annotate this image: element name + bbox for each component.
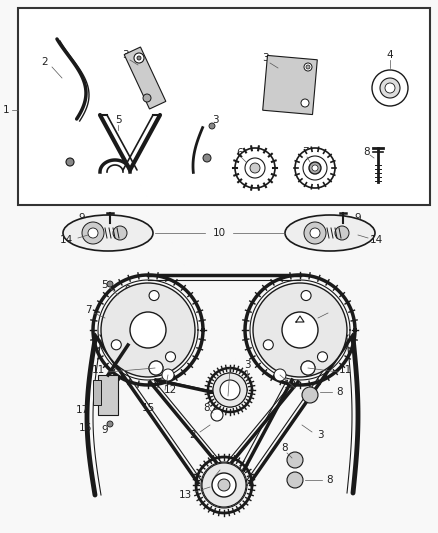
- Text: 7: 7: [85, 305, 91, 315]
- Circle shape: [162, 369, 174, 381]
- Circle shape: [220, 380, 240, 400]
- Circle shape: [295, 148, 335, 188]
- Circle shape: [306, 65, 310, 69]
- Text: 5: 5: [115, 115, 121, 125]
- Bar: [18, 8, 430, 205]
- Text: 15: 15: [141, 403, 155, 413]
- Text: 3: 3: [317, 430, 323, 440]
- Text: 18: 18: [215, 387, 229, 397]
- Text: 7: 7: [332, 305, 338, 315]
- Text: 4: 4: [387, 50, 393, 60]
- Circle shape: [301, 290, 311, 301]
- Text: 8: 8: [337, 387, 343, 397]
- Circle shape: [303, 156, 327, 180]
- Circle shape: [301, 361, 315, 375]
- Circle shape: [82, 222, 104, 244]
- Text: 1: 1: [3, 105, 9, 115]
- Circle shape: [318, 352, 328, 362]
- Text: 9: 9: [125, 285, 131, 295]
- Circle shape: [287, 452, 303, 468]
- Text: 11: 11: [92, 365, 105, 375]
- Circle shape: [304, 222, 326, 244]
- Circle shape: [335, 226, 349, 240]
- Text: 13: 13: [178, 490, 192, 500]
- Circle shape: [111, 340, 121, 350]
- Text: 14: 14: [369, 235, 383, 245]
- Text: 9: 9: [102, 425, 108, 435]
- Circle shape: [310, 228, 320, 238]
- Circle shape: [385, 83, 395, 93]
- Circle shape: [245, 158, 265, 178]
- Text: 3: 3: [122, 50, 128, 60]
- Polygon shape: [124, 47, 166, 109]
- Bar: [98, 375, 118, 415]
- Circle shape: [149, 290, 159, 301]
- Circle shape: [302, 387, 318, 403]
- Circle shape: [309, 162, 321, 174]
- Circle shape: [250, 163, 260, 173]
- Text: 12: 12: [163, 385, 177, 395]
- Circle shape: [113, 226, 127, 240]
- Circle shape: [304, 63, 312, 71]
- Circle shape: [88, 228, 98, 238]
- Circle shape: [212, 473, 236, 497]
- Text: 6: 6: [237, 148, 244, 158]
- Circle shape: [149, 361, 163, 375]
- Circle shape: [380, 78, 400, 98]
- Circle shape: [211, 409, 223, 421]
- Circle shape: [235, 148, 275, 188]
- Circle shape: [253, 283, 347, 377]
- Circle shape: [134, 53, 144, 63]
- Text: 11: 11: [339, 365, 352, 375]
- Ellipse shape: [63, 215, 153, 251]
- Circle shape: [202, 463, 246, 507]
- Text: 9: 9: [355, 213, 361, 223]
- Text: 3: 3: [244, 360, 250, 370]
- Text: 8: 8: [364, 147, 370, 157]
- Circle shape: [101, 283, 195, 377]
- Circle shape: [203, 154, 211, 162]
- Text: 10: 10: [212, 228, 226, 238]
- Text: 14: 14: [96, 393, 110, 403]
- Text: 7: 7: [302, 147, 308, 157]
- Text: 6: 6: [207, 475, 213, 485]
- Circle shape: [312, 165, 318, 171]
- Circle shape: [107, 421, 113, 427]
- Bar: [93, 380, 101, 405]
- Text: 3: 3: [261, 53, 268, 63]
- Ellipse shape: [285, 215, 375, 251]
- Circle shape: [209, 123, 215, 129]
- Circle shape: [282, 312, 318, 348]
- Text: 8: 8: [204, 403, 210, 413]
- Circle shape: [130, 312, 166, 348]
- Text: 3: 3: [212, 115, 218, 125]
- Circle shape: [166, 352, 176, 362]
- Circle shape: [274, 369, 286, 381]
- Text: 2: 2: [42, 57, 48, 67]
- Text: 8: 8: [327, 475, 333, 485]
- Circle shape: [137, 56, 141, 60]
- Text: 9: 9: [79, 213, 85, 223]
- Text: 8: 8: [282, 443, 288, 453]
- Text: 12: 12: [283, 380, 297, 390]
- Circle shape: [149, 361, 163, 375]
- Circle shape: [301, 99, 309, 107]
- Circle shape: [372, 70, 408, 106]
- Text: 17: 17: [75, 405, 88, 415]
- Text: 14: 14: [60, 235, 73, 245]
- Text: 16: 16: [78, 423, 92, 433]
- Circle shape: [66, 158, 74, 166]
- Polygon shape: [263, 55, 317, 115]
- Circle shape: [213, 373, 247, 407]
- Circle shape: [263, 340, 273, 350]
- Circle shape: [287, 472, 303, 488]
- Circle shape: [218, 479, 230, 491]
- Text: 5: 5: [102, 280, 108, 290]
- Circle shape: [143, 94, 151, 102]
- Circle shape: [301, 361, 315, 375]
- Text: 2: 2: [190, 430, 196, 440]
- Circle shape: [107, 281, 113, 287]
